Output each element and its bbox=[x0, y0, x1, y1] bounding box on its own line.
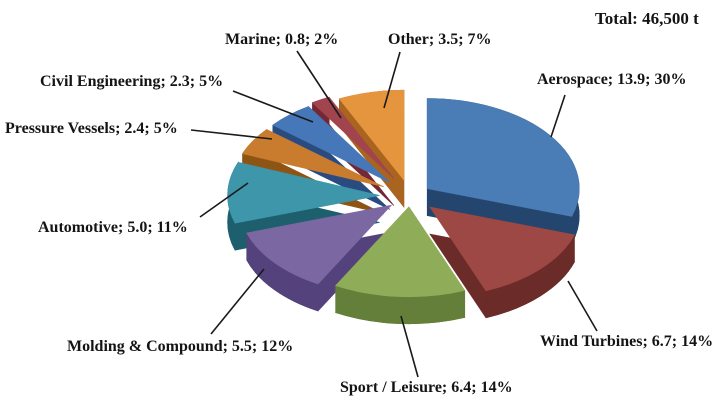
leader-line-molding-compound bbox=[210, 268, 265, 335]
label-civil-engineering: Civil Engineering; 2.3; 5% bbox=[40, 73, 224, 90]
leader-line-automotive bbox=[199, 182, 249, 218]
leader-line-wind-turbines bbox=[567, 280, 598, 332]
label-automotive: Automotive; 5.0; 11% bbox=[38, 219, 188, 236]
leader-line-aerospace bbox=[550, 94, 566, 138]
label-marine: Marine; 0.8; 2% bbox=[225, 31, 339, 48]
label-pressure-vessels: Pressure Vessels; 2.4; 5% bbox=[5, 120, 178, 137]
pie-slice-wind-turbines bbox=[429, 206, 575, 319]
label-molding-compound: Molding & Compound; 5.5; 12% bbox=[67, 338, 294, 355]
label-aerospace: Aerospace; 13.9; 30% bbox=[537, 71, 687, 88]
leader-line-pressure-vessels bbox=[190, 129, 273, 140]
total-annotation: Total: 46,500 t bbox=[595, 9, 699, 28]
leader-line-marine bbox=[296, 50, 342, 119]
label-sport-leisure: Sport / Leisure; 6.4; 14% bbox=[340, 379, 513, 396]
leader-line-civil-engineering bbox=[232, 90, 314, 123]
label-other: Other; 3.5; 7% bbox=[388, 31, 492, 48]
leader-line-sport-leisure bbox=[400, 315, 419, 378]
pie-slice-molding-compound bbox=[246, 204, 393, 312]
pie-slice-sport-leisure bbox=[335, 206, 466, 325]
label-wind-turbines: Wind Turbines; 6.7; 14% bbox=[540, 333, 714, 350]
leader-line-other bbox=[383, 51, 401, 109]
